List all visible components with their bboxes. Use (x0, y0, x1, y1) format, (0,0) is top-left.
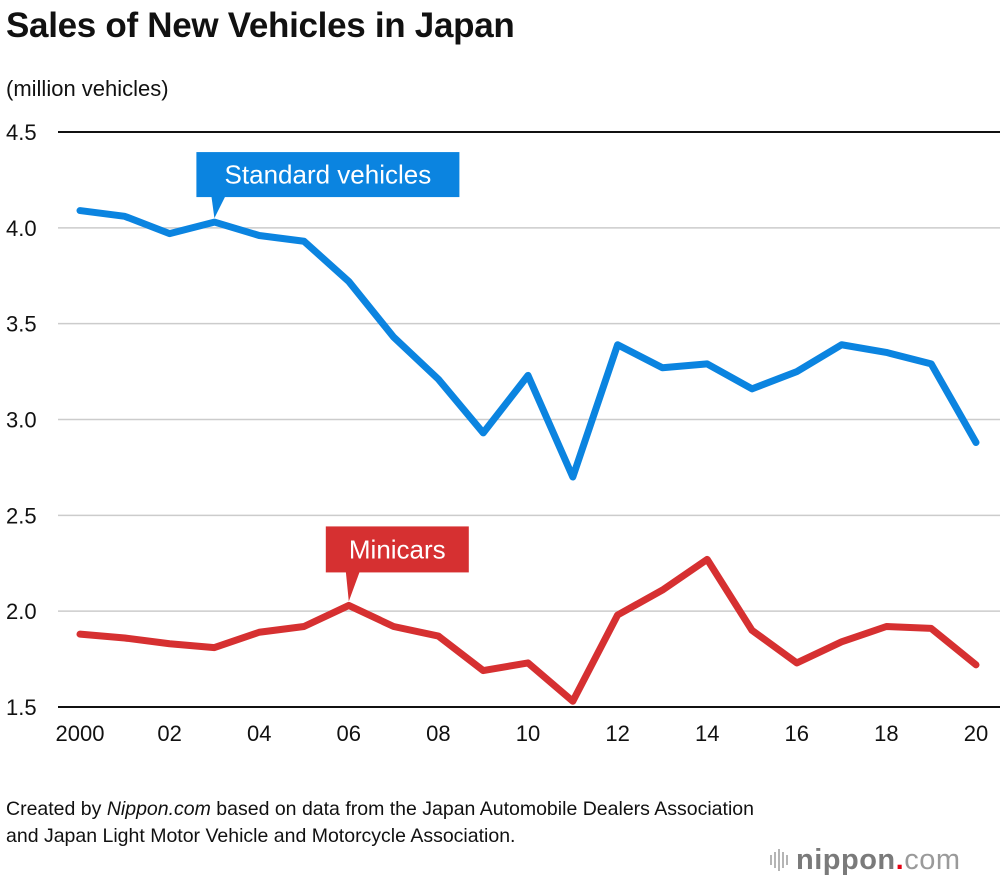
y-tick-label: 4.5 (6, 120, 37, 145)
x-tick-label: 08 (426, 721, 450, 746)
source-prefix: Created by (6, 798, 107, 820)
y-axis-unit-label: (million vehicles) (6, 76, 169, 101)
logo-name: nippon (796, 843, 896, 876)
y-tick-label: 2.0 (6, 599, 37, 624)
series-label-1: Minicars (325, 526, 469, 602)
x-tick-label: 06 (337, 721, 361, 746)
label-pointer (211, 196, 226, 219)
x-tick-label: 2000 (56, 721, 105, 746)
x-tick-label: 18 (874, 721, 898, 746)
y-tick-label: 3.0 (6, 408, 37, 433)
series-line-1 (76, 555, 980, 705)
source-brand: Nippon.com (106, 798, 211, 820)
source-suffix: based on data from the Japan Automobile … (6, 798, 754, 847)
chart-title: Sales of New Vehicles in Japan (6, 6, 515, 45)
x-tick-label: 04 (247, 721, 271, 746)
x-tick-label: 10 (516, 721, 540, 746)
x-tick-label: 14 (695, 721, 719, 746)
logo-bars-icon (770, 849, 788, 871)
logo-tld: com (904, 843, 961, 876)
series-label-text: Standard vehicles (225, 160, 432, 190)
source-note: Created by Nippon.com based on data from… (6, 796, 786, 850)
series-label-text: Minicars (349, 534, 446, 564)
x-tick-label: 02 (157, 721, 181, 746)
y-tick-label: 2.5 (6, 503, 37, 528)
series-labels: Standard vehicles Minicars (196, 152, 469, 602)
logo-dot: . (895, 843, 905, 876)
nippon-logo: nippon.com (770, 842, 961, 878)
x-tick-label: 16 (785, 721, 809, 746)
series-lines (76, 207, 980, 705)
y-tick-labels: 1.5 2.0 2.5 3.0 3.5 4.0 4.5 (6, 120, 37, 720)
label-pointer (345, 571, 360, 602)
x-tick-label: 12 (605, 721, 629, 746)
y-tick-label: 4.0 (6, 216, 37, 241)
y-tick-label: 1.5 (6, 695, 37, 720)
series-label-0: Standard vehicles (196, 152, 460, 219)
x-tick-labels: 2000 02 04 06 08 10 12 14 16 18 20 (56, 721, 989, 746)
series-line-0 (76, 207, 980, 481)
label-box (325, 526, 469, 573)
x-tick-label: 20 (964, 721, 988, 746)
label-box (196, 152, 460, 198)
gridlines (58, 131, 1000, 708)
y-tick-label: 3.5 (6, 312, 37, 337)
